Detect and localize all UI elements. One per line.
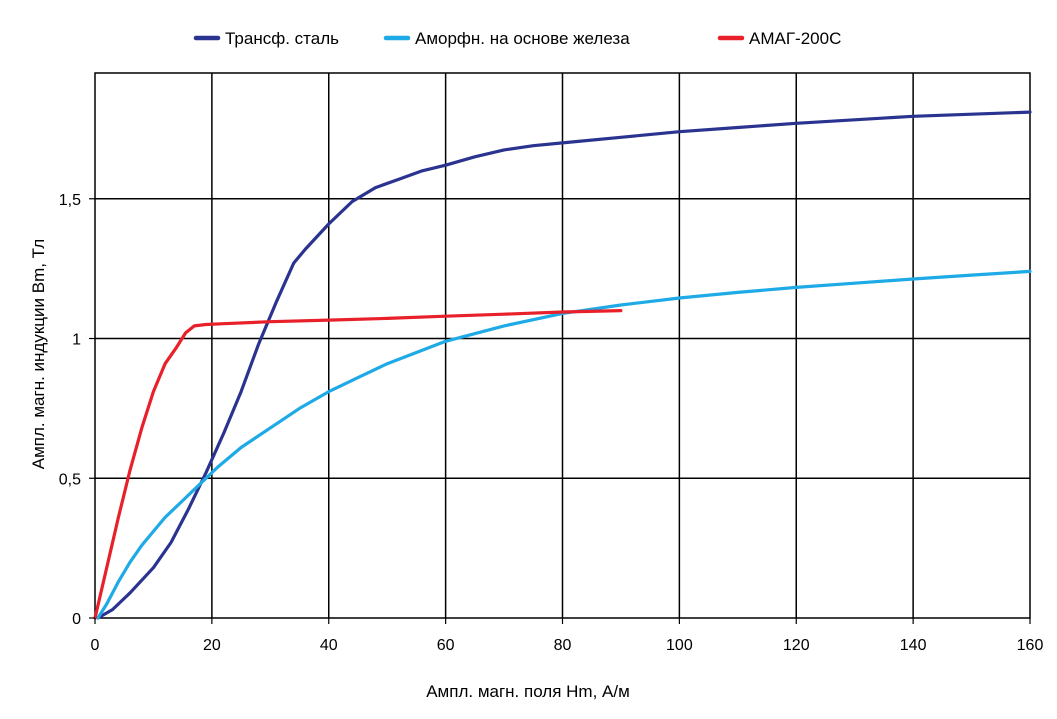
series-line [93,309,623,620]
legend-label: АМАГ-200С [749,29,841,48]
x-tick-label: 160 [1017,637,1044,654]
tick-labels: 0 20 40 60 80 100 120 140 160 0 0,5 1 1,5 [59,192,1044,654]
x-tick-label: 120 [783,637,810,654]
legend-label: Трансф. сталь [225,29,339,48]
x-tick-label: 140 [900,637,927,654]
y-tick-label: 0 [72,611,81,628]
grid [95,73,1030,618]
y-tick-label: 1 [72,332,81,349]
x-tick-label: 100 [666,637,693,654]
x-tick-label: 0 [91,637,100,654]
y-tick-label: 0,5 [59,471,81,488]
y-axis-title: Ампл. магн. индукции Bm, Тл [29,239,48,469]
x-tick-label: 40 [320,637,338,654]
x-tick-label: 60 [437,637,455,654]
legend: Трансф. сталь Аморфн. на основе железа АМА… [193,29,841,48]
x-tick-label: 20 [203,637,221,654]
y-tick-label: 1,5 [59,192,81,209]
legend-label: Аморфн. на основе железа [415,29,630,48]
series-lines [93,110,1032,620]
x-axis-title: Ампл. магн. поля Hm, А/м [426,682,630,701]
series-line [96,269,1032,620]
series-line [96,110,1032,620]
x-tick-label: 80 [554,637,572,654]
